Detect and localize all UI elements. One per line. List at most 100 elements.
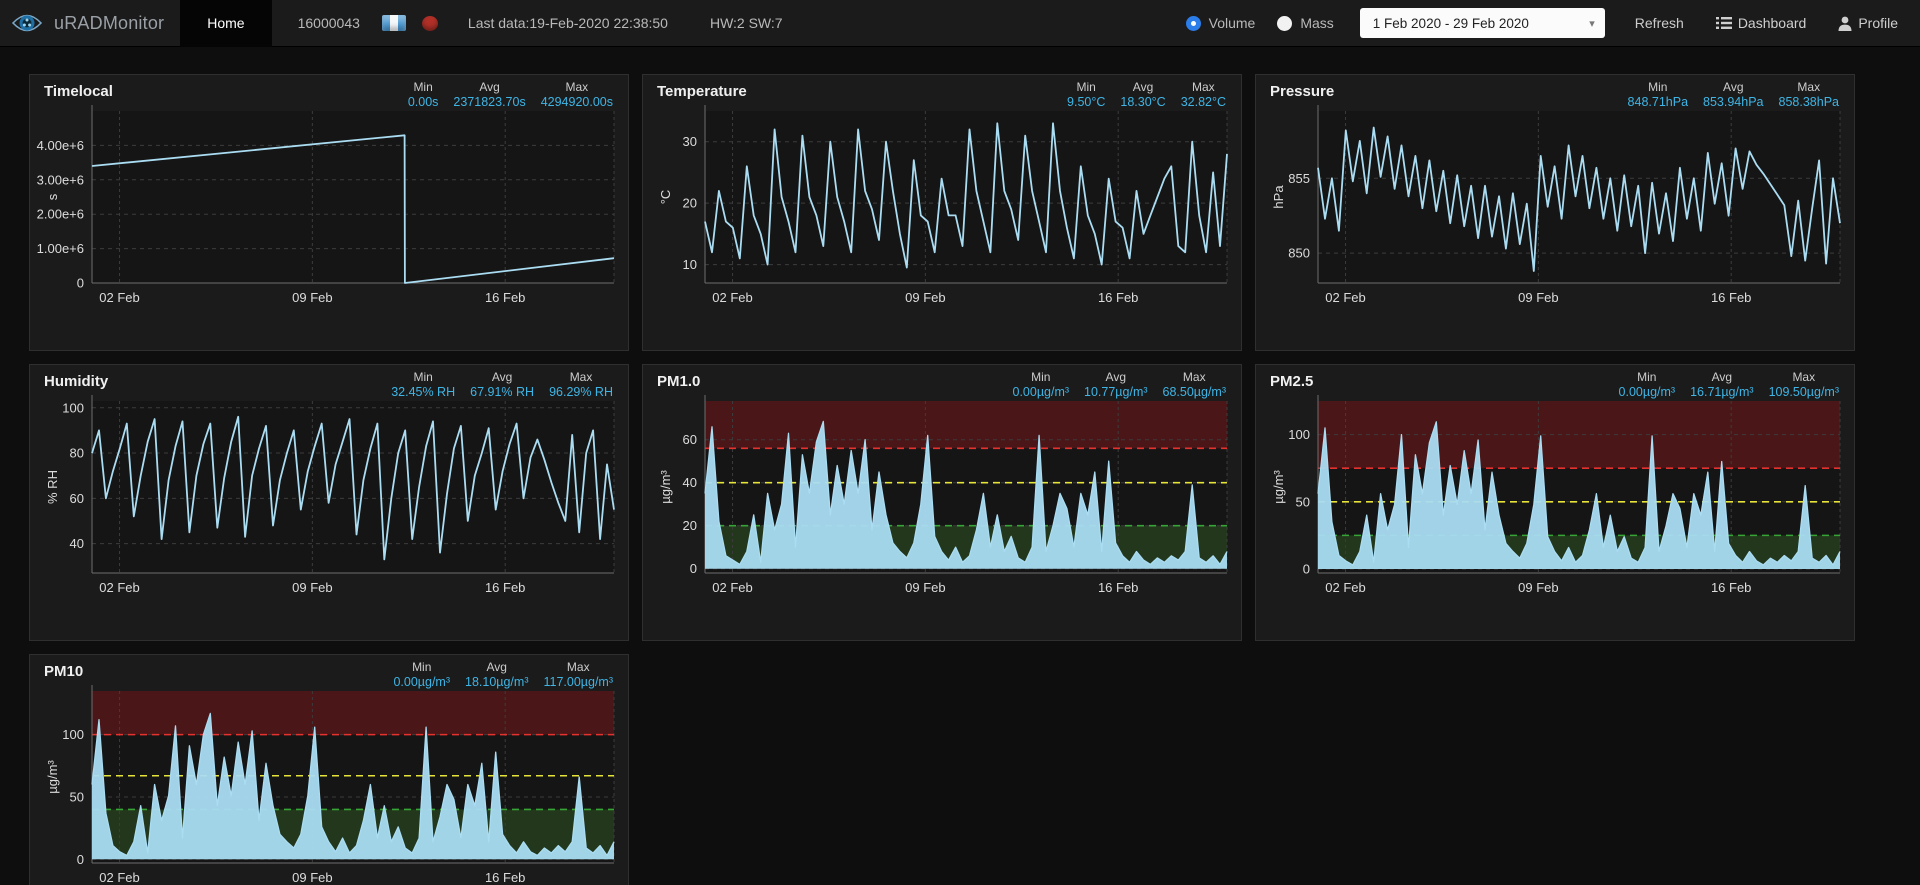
profile-button[interactable]: Profile	[1838, 15, 1898, 31]
date-range-value: 1 Feb 2020 - 29 Feb 2020	[1373, 16, 1589, 31]
svg-text:°C: °C	[658, 190, 673, 205]
temperature-line-chart[interactable]: 10203002 Feb09 Feb16 Feb°C	[643, 75, 1241, 350]
svg-text:80: 80	[70, 446, 84, 461]
avg-label: Avg	[479, 80, 499, 95]
min-label: Min	[1648, 80, 1667, 95]
chart-stats: Min9.50°C Avg18.30°C Max32.82°C	[1067, 80, 1226, 110]
max-value: 109.50µg/m³	[1769, 385, 1839, 400]
svg-text:40: 40	[683, 475, 697, 490]
chart-title: Humidity	[44, 373, 108, 390]
avg-value: 10.77µg/m³	[1084, 385, 1147, 400]
top-navbar: uRADMonitor Home 16000043 Last data:19-F…	[0, 0, 1920, 47]
nav-tab-home[interactable]: Home	[180, 0, 271, 47]
mass-radio-icon[interactable]	[1277, 16, 1292, 31]
svg-text:40: 40	[70, 536, 84, 551]
mass-radio-label: Mass	[1300, 15, 1333, 31]
svg-text:02 Feb: 02 Feb	[99, 870, 139, 885]
svg-text:3.00e+6: 3.00e+6	[37, 172, 84, 187]
min-label: Min	[413, 370, 432, 385]
max-label: Max	[1792, 370, 1815, 385]
uradmonitor-logo-icon	[12, 11, 42, 35]
person-icon	[1838, 16, 1852, 31]
unit-radio-volume[interactable]: Volume	[1186, 15, 1256, 31]
max-value: 32.82°C	[1181, 95, 1226, 110]
min-label: Min	[1637, 370, 1656, 385]
svg-text:20: 20	[683, 518, 697, 533]
humidity-line-chart[interactable]: 40608010002 Feb09 Feb16 Feb% RH	[30, 365, 628, 640]
svg-text:0: 0	[690, 561, 697, 576]
svg-text:16 Feb: 16 Feb	[1711, 290, 1751, 305]
refresh-button[interactable]: Refresh	[1635, 15, 1684, 31]
chart-stats: Min32.45% RH Avg67.91% RH Max96.29% RH	[391, 370, 613, 400]
svg-text:16 Feb: 16 Feb	[485, 870, 525, 885]
svg-text:1.00e+6: 1.00e+6	[37, 241, 84, 256]
max-value: 96.29% RH	[549, 385, 613, 400]
chart-panel-pm10: PM10 Min0.00µg/m³ Avg18.10µg/m³ Max117.0…	[29, 654, 629, 885]
svg-text:60: 60	[70, 491, 84, 506]
avg-label: Avg	[1133, 80, 1153, 95]
min-label: Min	[1077, 80, 1096, 95]
svg-text:16 Feb: 16 Feb	[485, 580, 525, 595]
min-label: Min	[413, 80, 432, 95]
max-value: 4294920.00s	[541, 95, 613, 110]
avg-value: 16.71µg/m³	[1690, 385, 1753, 400]
min-value: 9.50°C	[1067, 95, 1105, 110]
svg-text:s: s	[45, 193, 60, 200]
chart-panel-humidity: Humidity Min32.45% RH Avg67.91% RH Max96…	[29, 364, 629, 641]
svg-text:100: 100	[62, 727, 84, 742]
svg-text:02 Feb: 02 Feb	[712, 580, 752, 595]
svg-text:855: 855	[1288, 171, 1310, 186]
min-value: 848.71hPa	[1628, 95, 1688, 110]
svg-text:100: 100	[1288, 427, 1310, 442]
pressure-line-chart[interactable]: 850 855 02 Feb 09 Feb 16 Feb hPa	[1256, 75, 1854, 350]
svg-text:0: 0	[77, 276, 84, 291]
device-id: 16000043	[298, 15, 360, 31]
last-data-timestamp: Last data:19-Feb-2020 22:38:50	[468, 15, 668, 31]
svg-text:20: 20	[683, 196, 697, 211]
chart-stats: Min0.00µg/m³ Avg18.10µg/m³ Max117.00µg/m…	[393, 660, 613, 690]
chart-panel-pm1: PM1.0 Min0.00µg/m³ Avg10.77µg/m³ Max68.5…	[642, 364, 1242, 641]
avg-value: 2371823.70s	[453, 95, 525, 110]
svg-text:30: 30	[683, 134, 697, 149]
chart-stats: Min0.00s Avg2371823.70s Max4294920.00s	[408, 80, 613, 110]
hw-sw-version: HW:2 SW:7	[710, 15, 783, 31]
pm1-line-chart[interactable]: 020406002 Feb09 Feb16 Febµg/m³	[643, 365, 1241, 640]
timelocal-line-chart[interactable]: 01.00e+62.00e+63.00e+64.00e+602 Feb09 Fe…	[30, 75, 628, 350]
chart-title: PM1.0	[657, 373, 700, 390]
avg-label: Avg	[1723, 80, 1743, 95]
svg-text:16 Feb: 16 Feb	[1711, 580, 1751, 595]
svg-text:02 Feb: 02 Feb	[1325, 580, 1365, 595]
svg-text:02 Feb: 02 Feb	[712, 290, 752, 305]
max-label: Max	[567, 660, 590, 675]
svg-text:850: 850	[1288, 246, 1310, 261]
svg-text:09 Feb: 09 Feb	[292, 290, 332, 305]
list-icon	[1716, 16, 1732, 30]
svg-text:02 Feb: 02 Feb	[1325, 290, 1365, 305]
brand-title: uRADMonitor	[54, 13, 164, 34]
svg-text:2.00e+6: 2.00e+6	[37, 207, 84, 222]
volume-radio-icon[interactable]	[1186, 16, 1201, 31]
svg-text:16 Feb: 16 Feb	[1098, 580, 1138, 595]
svg-text:09 Feb: 09 Feb	[1518, 290, 1558, 305]
svg-text:hPa: hPa	[1271, 185, 1286, 209]
svg-text:0: 0	[77, 852, 84, 867]
svg-text:µg/m³: µg/m³	[45, 760, 60, 794]
country-flag-icon	[382, 15, 406, 31]
volume-radio-label: Volume	[1209, 15, 1256, 31]
chart-title: Temperature	[657, 83, 747, 100]
dashboard-button[interactable]: Dashboard	[1716, 15, 1807, 31]
pm25-line-chart[interactable]: 05010002 Feb09 Feb16 Febµg/m³	[1256, 365, 1854, 640]
max-value: 117.00µg/m³	[543, 675, 613, 690]
svg-text:4.00e+6: 4.00e+6	[37, 138, 84, 153]
date-range-select[interactable]: 1 Feb 2020 - 29 Feb 2020 ▾	[1360, 8, 1605, 38]
avg-label: Avg	[492, 370, 512, 385]
chart-stats: Min848.71hPa Avg853.94hPa Max858.38hPa	[1628, 80, 1839, 110]
svg-text:09 Feb: 09 Feb	[905, 290, 945, 305]
chart-title: Pressure	[1270, 83, 1334, 100]
svg-text:09 Feb: 09 Feb	[905, 580, 945, 595]
status-dot-icon	[422, 16, 438, 31]
chart-panel-timelocal: Timelocal Min0.00s Avg2371823.70s Max429…	[29, 74, 629, 351]
min-value: 0.00µg/m³	[393, 675, 450, 690]
unit-radio-mass[interactable]: Mass	[1277, 15, 1333, 31]
svg-text:50: 50	[70, 789, 84, 804]
